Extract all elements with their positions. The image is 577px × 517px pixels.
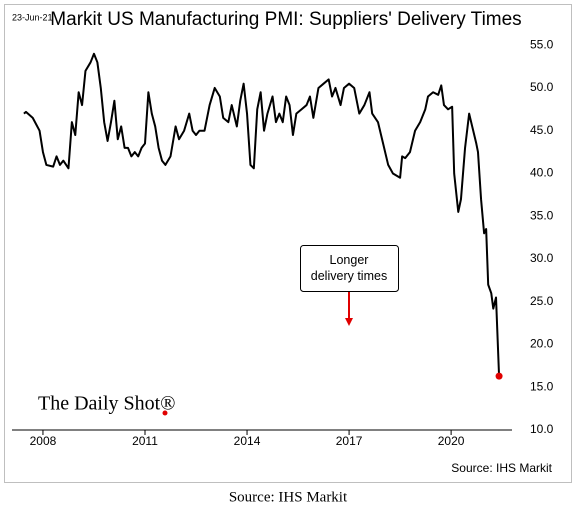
brand-dot xyxy=(162,410,168,416)
source-note: Source: IHS Markit xyxy=(451,461,552,475)
y-tick-label: 50.0 xyxy=(530,80,554,94)
y-tick-label: 45.0 xyxy=(530,123,554,137)
y-tick-label: 10.0 xyxy=(530,422,554,436)
annotation-box xyxy=(300,245,399,292)
y-tick-label: 20.0 xyxy=(530,337,554,351)
y-tick-label: 15.0 xyxy=(530,379,554,393)
data-line xyxy=(23,52,501,377)
y-tick-label: 25.0 xyxy=(530,294,554,308)
y-tick-label: 30.0 xyxy=(530,251,554,265)
y-tick-label: 40.0 xyxy=(530,166,554,180)
date-stamp: 23-Jun-21 xyxy=(12,12,53,22)
x-tick-label: 2020 xyxy=(438,434,465,448)
x-tick-label: 2011 xyxy=(132,434,158,448)
chart-frame xyxy=(4,4,572,483)
x-tick-label: 2017 xyxy=(336,434,363,448)
brand-logo: The Daily Shot® xyxy=(38,393,175,415)
x-tick-label: 2014 xyxy=(234,434,261,448)
annotation-line: delivery times xyxy=(311,269,387,283)
y-tick-label: 35.0 xyxy=(530,208,554,222)
annotation-text: Longer delivery times xyxy=(311,253,387,283)
chart-title: Markit US Manufacturing PMI: Suppliers' … xyxy=(50,9,521,30)
x-tick-label: 2008 xyxy=(30,434,57,448)
end-marker xyxy=(495,372,503,380)
caption: Source: IHS Markit xyxy=(229,489,348,505)
annotation-arrowhead xyxy=(345,318,353,326)
y-tick-label: 55.0 xyxy=(530,37,554,51)
annotation-line: Longer xyxy=(330,253,369,267)
